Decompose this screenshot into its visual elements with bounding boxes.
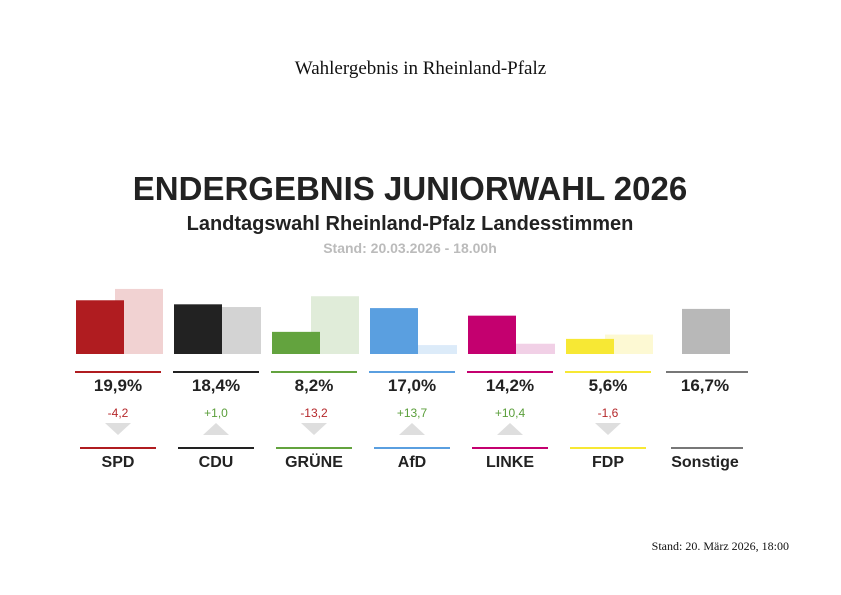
bar-current-linke <box>468 315 516 354</box>
delta-label: +10,4 <box>495 406 526 420</box>
value-label: 14,2% <box>486 376 534 395</box>
document-title: Wahlergebnis in Rheinland-Pfalz <box>294 58 547 79</box>
chart-title: ENDERGEBNIS JUNIORWAHL 2026 <box>133 170 687 207</box>
arrow-up-icon <box>399 423 425 435</box>
bar-current-grüne <box>272 331 320 354</box>
value-label: 18,4% <box>192 376 240 395</box>
delta-label: +13,7 <box>397 406 428 420</box>
bar-current-cdu <box>174 304 222 354</box>
value-label: 17,0% <box>388 376 436 395</box>
bar-previous-fdp <box>605 334 653 354</box>
bar-previous-afd <box>409 345 457 354</box>
party-label-grüne: GRÜNE <box>285 452 343 471</box>
value-label: 19,9% <box>94 376 142 395</box>
arrow-down-icon <box>105 423 131 435</box>
delta-label: -13,2 <box>300 406 328 420</box>
arrow-up-icon <box>497 423 523 435</box>
bar-current-fdp <box>566 338 614 354</box>
chart-subtitle: Landtagswahl Rheinland-Pfalz Landesstimm… <box>187 213 634 235</box>
delta-label: -1,6 <box>598 406 619 420</box>
value-label: 8,2% <box>295 376 334 395</box>
bar-current-afd <box>370 308 418 354</box>
bar-previous-linke <box>507 343 555 354</box>
party-label-linke: LINKE <box>486 454 534 471</box>
party-label-sonstige: Sonstige <box>671 454 739 471</box>
bar-current-sonstige <box>682 308 730 354</box>
delta-label: -4,2 <box>108 406 129 420</box>
arrow-down-icon <box>301 423 327 435</box>
value-label: 16,7% <box>681 376 729 395</box>
value-label: 5,6% <box>589 376 628 395</box>
delta-label: +1,0 <box>204 406 228 420</box>
party-label-afd: AfD <box>398 454 426 471</box>
party-label-cdu: CDU <box>199 454 234 471</box>
chart-stand: Stand: 20.03.2026 - 18.00h <box>323 240 497 256</box>
arrow-up-icon <box>203 423 229 435</box>
party-label-spd: SPD <box>102 454 135 471</box>
arrow-down-icon <box>595 423 621 435</box>
party-label-fdp: FDP <box>592 454 624 471</box>
bar-current-spd <box>76 300 124 354</box>
footer-stand: Stand: 20. März 2026, 18:00 <box>651 539 789 553</box>
